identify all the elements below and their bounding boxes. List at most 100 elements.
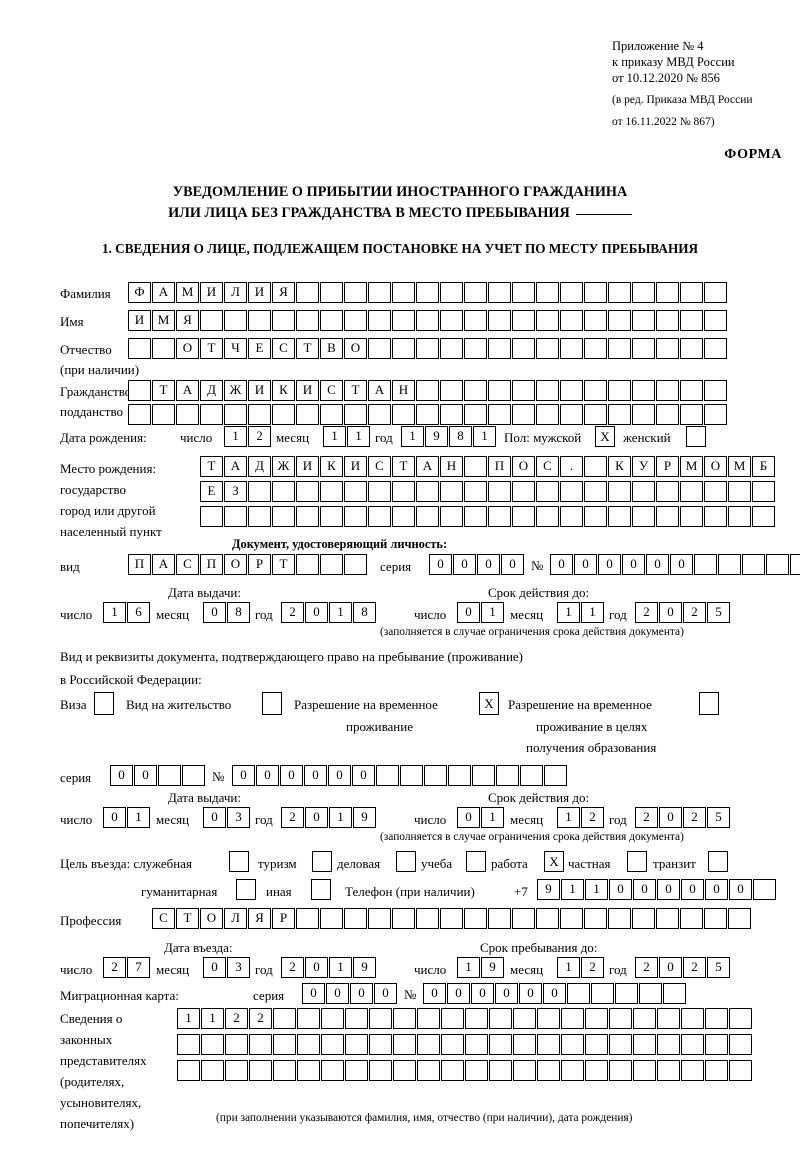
char-cell[interactable]: М [680, 456, 703, 477]
char-cell[interactable] [200, 310, 223, 331]
char-cell[interactable]: 9 [481, 957, 504, 978]
char-cell[interactable] [585, 1008, 608, 1029]
char-cell[interactable] [440, 404, 463, 425]
char-cell[interactable]: 0 [550, 554, 573, 575]
char-cell[interactable]: 0 [134, 765, 157, 786]
temp-residence-edu-checkbox[interactable] [699, 692, 719, 715]
char-cell[interactable] [465, 1034, 488, 1055]
char-cell[interactable] [584, 310, 607, 331]
char-cell[interactable]: 0 [305, 807, 328, 828]
char-cell[interactable]: 0 [203, 957, 226, 978]
char-cell[interactable]: 0 [256, 765, 279, 786]
char-cell[interactable]: Д [200, 380, 223, 401]
char-cell[interactable] [417, 1034, 440, 1055]
char-cell[interactable] [392, 404, 415, 425]
char-cell[interactable]: 0 [328, 765, 351, 786]
char-cell[interactable] [320, 554, 343, 575]
char-cell[interactable]: 0 [305, 957, 328, 978]
char-cell[interactable] [657, 1060, 680, 1081]
char-cell[interactable] [520, 765, 543, 786]
char-cell[interactable] [321, 1034, 344, 1055]
char-cell[interactable]: 0 [681, 879, 704, 900]
char-cell[interactable] [441, 1008, 464, 1029]
char-cell[interactable] [729, 1060, 752, 1081]
char-cell[interactable]: И [296, 380, 319, 401]
char-cell[interactable]: 1 [561, 879, 584, 900]
char-cell[interactable] [536, 310, 559, 331]
char-cell[interactable] [297, 1060, 320, 1081]
char-cell[interactable]: Р [248, 554, 271, 575]
char-cell[interactable]: 0 [609, 879, 632, 900]
char-cell[interactable] [369, 1060, 392, 1081]
char-cell[interactable] [368, 338, 391, 359]
char-cell[interactable] [729, 1008, 752, 1029]
char-cell[interactable]: 2 [683, 807, 706, 828]
char-cell[interactable]: 1 [329, 807, 352, 828]
char-cell[interactable]: 1 [457, 957, 480, 978]
char-cell[interactable] [488, 282, 511, 303]
char-cell[interactable] [752, 481, 775, 502]
char-cell[interactable] [344, 481, 367, 502]
char-cell[interactable] [766, 554, 789, 575]
char-cell[interactable]: 0 [657, 879, 680, 900]
char-cell[interactable]: Р [656, 456, 679, 477]
char-cell[interactable] [417, 1008, 440, 1029]
char-cell[interactable]: 5 [707, 807, 730, 828]
char-cell[interactable] [201, 1034, 224, 1055]
visa-checkbox[interactable] [94, 692, 114, 715]
char-cell[interactable] [632, 380, 655, 401]
char-cell[interactable]: Т [272, 554, 295, 575]
char-cell[interactable]: . [560, 456, 583, 477]
char-cell[interactable] [416, 481, 439, 502]
char-cell[interactable] [656, 481, 679, 502]
char-cell[interactable]: 1 [481, 807, 504, 828]
char-cell[interactable] [273, 1034, 296, 1055]
char-cell[interactable] [440, 481, 463, 502]
char-cell[interactable]: 0 [429, 554, 452, 575]
char-cell[interactable] [536, 380, 559, 401]
char-cell[interactable] [584, 456, 607, 477]
char-cell[interactable] [464, 404, 487, 425]
char-cell[interactable]: 5 [707, 957, 730, 978]
char-cell[interactable] [663, 983, 686, 1004]
char-cell[interactable] [609, 1034, 632, 1055]
char-cell[interactable] [680, 908, 703, 929]
char-cell[interactable] [488, 310, 511, 331]
char-cell[interactable]: Е [200, 481, 223, 502]
char-cell[interactable]: 1 [557, 957, 580, 978]
char-cell[interactable] [393, 1008, 416, 1029]
char-cell[interactable]: Т [296, 338, 319, 359]
char-cell[interactable]: 0 [453, 554, 476, 575]
char-cell[interactable] [656, 908, 679, 929]
char-cell[interactable] [488, 481, 511, 502]
char-cell[interactable] [392, 506, 415, 527]
char-cell[interactable] [680, 310, 703, 331]
char-cell[interactable] [584, 481, 607, 502]
char-cell[interactable] [225, 1034, 248, 1055]
char-cell[interactable] [489, 1060, 512, 1081]
char-cell[interactable] [656, 310, 679, 331]
char-cell[interactable] [632, 338, 655, 359]
char-cell[interactable]: 2 [635, 957, 658, 978]
char-cell[interactable] [441, 1060, 464, 1081]
char-cell[interactable]: Н [440, 456, 463, 477]
char-cell[interactable] [585, 1034, 608, 1055]
char-cell[interactable]: 0 [326, 983, 349, 1004]
char-cell[interactable] [591, 983, 614, 1004]
char-cell[interactable]: 2 [683, 602, 706, 623]
char-cell[interactable] [296, 282, 319, 303]
char-cell[interactable] [742, 554, 765, 575]
char-cell[interactable] [296, 554, 319, 575]
char-cell[interactable] [248, 481, 271, 502]
char-cell[interactable]: 3 [227, 957, 250, 978]
char-cell[interactable]: С [536, 456, 559, 477]
char-cell[interactable]: О [200, 908, 223, 929]
char-cell[interactable]: 0 [423, 983, 446, 1004]
